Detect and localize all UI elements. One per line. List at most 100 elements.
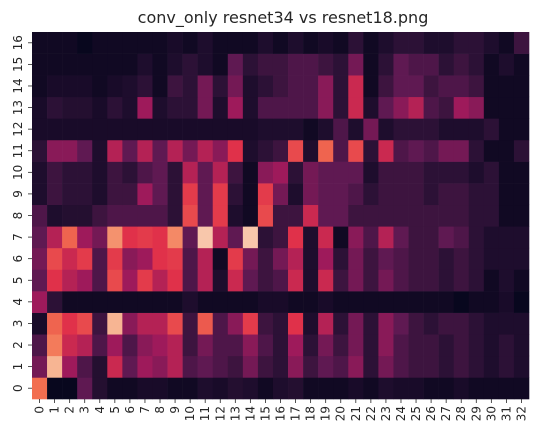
heatmap-cell xyxy=(423,377,439,400)
heatmap-cell xyxy=(167,377,183,400)
heatmap-cell xyxy=(363,53,379,76)
heatmap-cell xyxy=(408,183,424,206)
heatmap-cell xyxy=(288,247,304,270)
heatmap-cell xyxy=(483,161,500,184)
heatmap-cell xyxy=(212,291,229,313)
heatmap-cell xyxy=(272,312,289,335)
heatmap-cell xyxy=(423,183,439,206)
heatmap-cell xyxy=(408,139,424,162)
heatmap-cell xyxy=(348,32,364,54)
heatmap-cell xyxy=(423,118,439,141)
heatmap-cell xyxy=(408,204,424,227)
heatmap-cell xyxy=(393,32,409,54)
heatmap-cell xyxy=(438,204,454,227)
heatmap-cell xyxy=(423,32,439,54)
heatmap-cell xyxy=(197,291,214,313)
heatmap-cell xyxy=(333,75,349,98)
heatmap-cell xyxy=(408,53,424,76)
heatmap-cell xyxy=(47,118,63,141)
heatmap-cell xyxy=(77,139,93,162)
heatmap-cell xyxy=(498,32,515,54)
heatmap-cell xyxy=(288,75,304,98)
heatmap-cell xyxy=(242,161,259,184)
heatmap-cell xyxy=(363,247,379,270)
heatmap-cell xyxy=(32,161,48,184)
heatmap-cell xyxy=(483,53,500,76)
heatmap-cell xyxy=(212,75,229,98)
heatmap-cell xyxy=(333,355,349,378)
heatmap-cell xyxy=(227,204,244,227)
heatmap-cell xyxy=(182,161,198,184)
heatmap-cell xyxy=(182,334,198,357)
heatmap-cell xyxy=(257,291,274,313)
heatmap-cell xyxy=(318,118,334,141)
heatmap-cell xyxy=(137,32,153,54)
heatmap-cell xyxy=(408,355,424,378)
heatmap-cell xyxy=(122,334,138,357)
heatmap-cell xyxy=(77,247,93,270)
heatmap-cell xyxy=(197,377,214,400)
heatmap-cell xyxy=(257,226,274,249)
heatmap-cell xyxy=(77,226,93,249)
heatmap-cell xyxy=(468,53,485,76)
heatmap-cell xyxy=(513,183,530,206)
heatmap-cell xyxy=(47,312,63,335)
heatmap-cell xyxy=(47,32,63,54)
heatmap-cell xyxy=(152,32,168,54)
heatmap-cell xyxy=(62,96,78,119)
heatmap-cell xyxy=(513,118,530,141)
heatmap-cell xyxy=(363,204,379,227)
heatmap-cell xyxy=(408,377,424,400)
heatmap-cell xyxy=(272,53,289,76)
heatmap-cell xyxy=(77,291,93,313)
heatmap-cell xyxy=(393,139,409,162)
y-tick-label: 1 xyxy=(11,363,25,371)
heatmap-cell xyxy=(77,355,93,378)
heatmap-cell xyxy=(122,312,138,335)
heatmap-cell xyxy=(498,312,515,335)
heatmap-cell xyxy=(393,334,409,357)
heatmap-cell xyxy=(152,53,168,76)
heatmap-cell xyxy=(122,183,138,206)
heatmap-cell xyxy=(348,226,364,249)
heatmap-cell xyxy=(453,53,470,76)
heatmap-cell xyxy=(272,96,289,119)
heatmap-cell xyxy=(513,377,530,400)
heatmap-cell xyxy=(483,334,500,357)
heatmap-cell xyxy=(498,355,515,378)
heatmap-cell xyxy=(122,247,138,270)
heatmap-cell xyxy=(453,118,470,141)
heatmap-cell xyxy=(137,312,153,335)
heatmap-cell xyxy=(107,183,123,206)
heatmap-cell xyxy=(378,118,394,141)
x-tick-label: 27 xyxy=(439,406,453,421)
heatmap-cell xyxy=(62,312,78,335)
heatmap-cell xyxy=(77,312,93,335)
heatmap-cell xyxy=(393,204,409,227)
heatmap-cell xyxy=(498,377,515,400)
heatmap-cell xyxy=(513,75,530,98)
heatmap-cell xyxy=(152,269,168,292)
heatmap-cell xyxy=(92,139,108,162)
heatmap-cell xyxy=(92,247,108,270)
heatmap-cell xyxy=(498,269,515,292)
heatmap-cell xyxy=(423,139,439,162)
heatmap-cell xyxy=(32,334,48,357)
heatmap-cell xyxy=(257,377,274,400)
heatmap-cell xyxy=(212,139,229,162)
heatmap-cell xyxy=(468,96,485,119)
heatmap-cell xyxy=(107,312,123,335)
heatmap-cell xyxy=(197,139,214,162)
heatmap-cell xyxy=(498,183,515,206)
heatmap-cell xyxy=(92,183,108,206)
heatmap-cell xyxy=(77,161,93,184)
heatmap-cell xyxy=(453,312,470,335)
heatmap-cell xyxy=(227,53,244,76)
heatmap-cell xyxy=(167,183,183,206)
heatmap-cell xyxy=(303,161,319,184)
heatmap-cell xyxy=(453,226,470,249)
heatmap-cell xyxy=(483,96,500,119)
heatmap-cell xyxy=(227,226,244,249)
heatmap-cell xyxy=(257,247,274,270)
heatmap-cell xyxy=(408,32,424,54)
